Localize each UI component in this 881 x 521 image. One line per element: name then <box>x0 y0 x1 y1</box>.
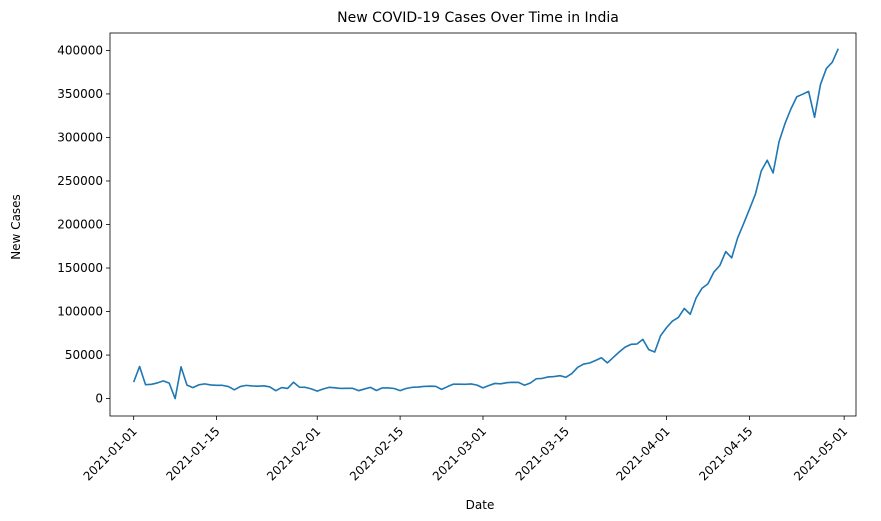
y-axis-label: New Cases <box>9 194 23 260</box>
x-axis-label: Date <box>466 498 495 512</box>
y-tick-label: 250000 <box>57 174 103 188</box>
y-tick-label: 400000 <box>57 43 103 57</box>
x-axis-ticks: 2021-01-01 2021-01-15 2021-02-01 2021-02-15… <box>81 416 850 483</box>
x-tick-label: 2021-02-15 <box>347 424 406 483</box>
x-tick-label: 2021-02-01 <box>264 424 323 483</box>
x-tick-label: 2021-03-01 <box>430 424 489 483</box>
y-tick-label: 50000 <box>65 348 103 362</box>
x-tick-label: 2021-04-01 <box>613 424 672 483</box>
x-tick-label: 2021-01-15 <box>163 424 222 483</box>
chart-title: New COVID-19 Cases Over Time in India <box>337 10 619 26</box>
x-tick-label: 2021-01-01 <box>81 424 140 483</box>
y-axis-ticks: 0 50000 100000 150000 200000 250000 300000 3500… <box>57 43 110 406</box>
y-tick-label: 200000 <box>57 218 103 232</box>
series-layer <box>132 48 839 400</box>
x-tick-label: 2021-03-15 <box>513 424 572 483</box>
y-tick-label: 100000 <box>57 305 103 319</box>
y-tick-label: 300000 <box>57 130 103 144</box>
x-tick-label: 2021-04-15 <box>696 424 755 483</box>
x-tick-label: 2021-05-01 <box>791 424 850 483</box>
y-tick-label: 150000 <box>57 261 103 275</box>
y-tick-label: 350000 <box>57 87 103 101</box>
y-tick-label: 0 <box>95 392 103 406</box>
series-line <box>132 48 839 400</box>
